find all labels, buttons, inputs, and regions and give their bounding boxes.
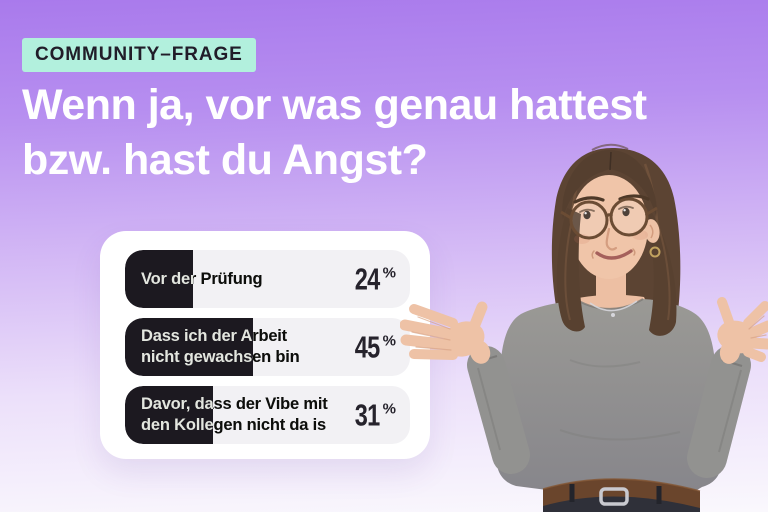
percent-sign: % (382, 332, 396, 350)
poll-row: Dass ich der Arbeit nicht gewachsen bin … (125, 318, 410, 376)
belt-buckle (599, 487, 629, 506)
poll-label-line: Davor, dass der Vibe mit (141, 395, 328, 413)
poll-row: Vor der Prüfung 24 % (125, 250, 410, 308)
poll-label: Dass ich der Arbeit nicht gewachsen bin (125, 326, 365, 368)
poll-percent: 31 % (347, 400, 396, 431)
page-title-line-1: Wenn ja, vor was genau hattest (22, 81, 647, 129)
poll-percent-value: 31 (354, 397, 380, 433)
poll-label-line: nicht gewachsen bin (141, 348, 300, 366)
hair-part-line (609, 151, 612, 171)
poll-row: Davor, dass der Vibe mit den Kollegen ni… (125, 386, 410, 444)
percent-sign: % (382, 264, 396, 282)
woman-hair-front (562, 150, 657, 219)
poll-label: Davor, dass der Vibe mit den Kollegen ni… (125, 394, 394, 436)
woman-glasses (560, 197, 658, 240)
page-title: Wenn ja, vor was genau hattest bzw. hast… (22, 78, 752, 187)
poll-label-line: den Kollegen nicht da is (141, 416, 326, 434)
woman-shrugging-illustration (400, 143, 768, 512)
poll-results-card: Vor der Prüfung 24 % Dass ich der Arbeit… (100, 231, 430, 459)
poll-label-line: Dass ich der Arbeit (141, 327, 287, 345)
woman-sweater (467, 298, 751, 512)
woman-left-hand (400, 301, 491, 364)
poll-label-line: Vor der Prüfung (141, 269, 263, 288)
woman-jeans (542, 478, 701, 512)
woman-right-hand (717, 297, 768, 364)
community-question-badge: COMMUNITY–FRAGE (22, 38, 256, 72)
page-title-line-2: bzw. hast du Angst? (22, 135, 428, 184)
poll-percent-value: 45 (354, 329, 380, 365)
poll-percent: 45 % (347, 332, 396, 363)
poll-bar (125, 386, 214, 444)
poll-percent: 24 % (347, 264, 396, 295)
necklace (589, 300, 638, 317)
poll-bar (125, 318, 254, 376)
woman-ear (644, 219, 660, 243)
poll-percent-value: 24 (354, 261, 380, 297)
percent-sign: % (382, 400, 396, 418)
poll-label: Vor der Prüfung (125, 269, 328, 290)
poll-bar (125, 250, 194, 308)
woman-hair-locks (556, 208, 677, 336)
hoop-earring (649, 246, 661, 258)
